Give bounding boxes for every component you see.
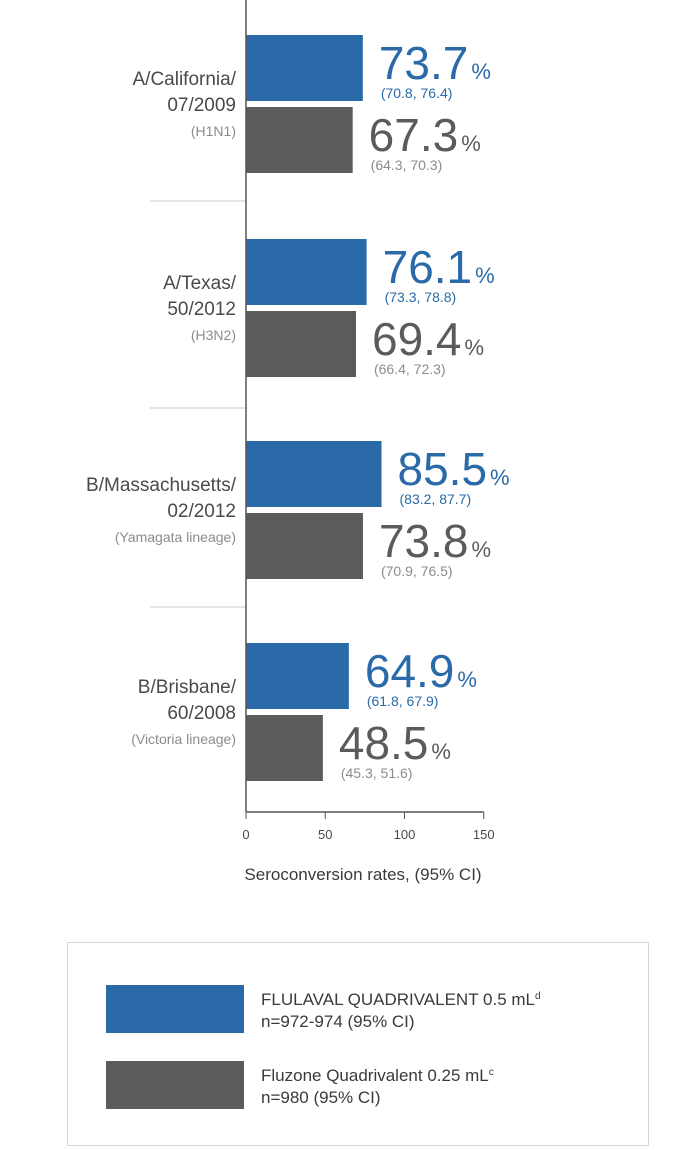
value-label-fluzone-3: 73.8 — [379, 515, 469, 567]
x-tick-label-0: 0 — [242, 827, 249, 842]
legend: FLULAVAL QUADRIVALENT 0.5 mLd n=972-974 … — [67, 942, 649, 1146]
category-subtype-2: (H3N2) — [191, 327, 236, 343]
bar-flulaval-2 — [246, 239, 367, 305]
legend-footnote-fluzone: c — [488, 1066, 494, 1078]
seroconversion-chart: 73.7 % (70.8, 76.4) 67.3 % (64.3, 70.3) A/Cali… — [86, 0, 510, 884]
ci-label-flulaval-2: (73.3, 78.8) — [385, 289, 457, 305]
ci-label-flulaval-3: (83.2, 87.7) — [400, 491, 472, 507]
ci-label-flulaval-1: (70.8, 76.4) — [381, 85, 453, 101]
percent-sign-fluzone-1: % — [461, 131, 481, 156]
value-label-flulaval-3: 85.5 — [398, 443, 488, 495]
category-label-3-line2: 02/2012 — [167, 501, 236, 522]
legend-item-flulaval: FLULAVAL QUADRIVALENT 0.5 mLd n=972-974 … — [106, 985, 541, 1033]
value-label-fluzone-2: 69.4 — [372, 313, 462, 365]
category-subtype-1: (H1N1) — [191, 123, 236, 139]
ci-label-fluzone-4: (45.3, 51.6) — [341, 765, 413, 781]
legend-swatch-flulaval — [106, 985, 244, 1033]
category-label-3-line1: B/Massachusetts/ — [86, 475, 237, 496]
value-label-fluzone-1: 67.3 — [369, 109, 459, 161]
value-label-flulaval-4: 64.9 — [365, 645, 455, 697]
x-tick-label-100: 100 — [394, 827, 416, 842]
legend-item-fluzone: Fluzone Quadrivalent 0.25 mLc n=980 (95%… — [106, 1061, 494, 1109]
bar-fluzone-1 — [246, 107, 353, 173]
ci-label-fluzone-1: (64.3, 70.3) — [371, 157, 443, 173]
percent-sign-flulaval-1: % — [471, 59, 491, 84]
legend-swatch-fluzone — [106, 1061, 244, 1109]
x-tick-label-150: 150 — [473, 827, 495, 842]
percent-sign-fluzone-3: % — [472, 537, 492, 562]
bar-flulaval-4 — [246, 643, 349, 709]
legend-footnote-flulaval: d — [534, 990, 541, 1002]
legend-n-fluzone: n=980 (95% CI) — [261, 1087, 381, 1107]
category-label-1-line1: A/California/ — [133, 69, 237, 90]
ci-label-fluzone-3: (70.9, 76.5) — [381, 563, 453, 579]
x-axis-title: Seroconversion rates, (95% CI) — [244, 865, 481, 884]
category-label-2-line2: 50/2012 — [167, 299, 236, 320]
category-label-4-line2: 60/2008 — [167, 703, 236, 724]
value-label-flulaval-1: 73.7 — [379, 37, 469, 89]
ci-label-flulaval-4: (61.8, 67.9) — [367, 693, 439, 709]
percent-sign-flulaval-3: % — [490, 465, 510, 490]
category-label-1-line2: 07/2009 — [167, 95, 236, 116]
bar-fluzone-2 — [246, 311, 356, 377]
legend-label-flulaval: FLULAVAL QUADRIVALENT 0.5 mL — [261, 989, 535, 1009]
legend-n-flulaval: n=972-974 (95% CI) — [261, 1011, 415, 1031]
percent-sign-fluzone-4: % — [431, 739, 451, 764]
bar-flulaval-1 — [246, 35, 363, 101]
percent-sign-fluzone-2: % — [465, 335, 485, 360]
ci-label-fluzone-2: (66.4, 72.3) — [374, 361, 446, 377]
bar-fluzone-3 — [246, 513, 363, 579]
percent-sign-flulaval-4: % — [457, 667, 477, 692]
category-label-4-line1: B/Brisbane/ — [138, 677, 237, 698]
legend-label-fluzone: Fluzone Quadrivalent 0.25 mL — [261, 1065, 489, 1085]
percent-sign-flulaval-2: % — [475, 263, 495, 288]
bar-fluzone-4 — [246, 715, 323, 781]
value-label-fluzone-4: 48.5 — [339, 717, 429, 769]
category-subtype-4: (Victoria lineage) — [131, 731, 236, 747]
x-tick-label-50: 50 — [318, 827, 332, 842]
category-subtype-3: (Yamagata lineage) — [115, 529, 236, 545]
category-label-2-line1: A/Texas/ — [163, 273, 237, 294]
bar-flulaval-3 — [246, 441, 382, 507]
value-label-flulaval-2: 76.1 — [383, 241, 473, 293]
